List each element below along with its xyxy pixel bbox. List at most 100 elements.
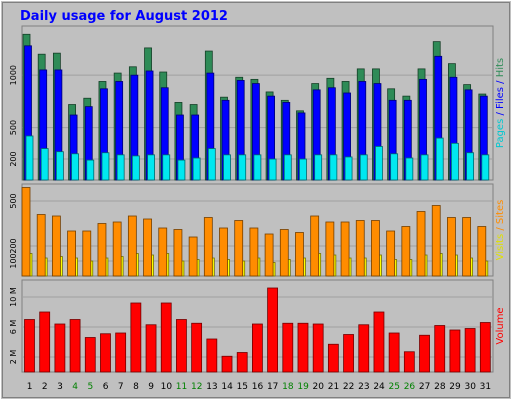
bar-pages-day-27 <box>420 154 429 181</box>
x-tick-label-day-1: 1 <box>27 382 33 392</box>
x-tick-label-day-26: 26 <box>404 382 416 392</box>
bar-sites-day-30 <box>462 217 472 277</box>
bar-volume-day-30 <box>464 328 476 373</box>
bar-pages-day-18 <box>283 154 292 181</box>
x-tick-label-day-4: 4 <box>72 382 78 392</box>
bar-pages-day-23 <box>359 154 368 181</box>
bar-volume-day-15 <box>236 352 248 373</box>
bar-pages-day-11 <box>177 159 186 181</box>
y-tick-label: 500 <box>9 120 18 135</box>
x-tick-label-day-9: 9 <box>148 382 154 392</box>
x-tick-label-day-21: 21 <box>328 382 339 392</box>
bar-sites-day-6 <box>97 223 107 277</box>
bar-sites-day-10 <box>158 227 168 277</box>
bar-pages-day-30 <box>466 152 475 181</box>
bar-sites-day-18 <box>279 229 289 277</box>
bar-volume-day-8 <box>130 302 142 373</box>
bar-volume-day-18 <box>282 322 294 373</box>
bar-volume-day-28 <box>434 325 446 373</box>
x-axis-labels: 1 2 3 4 5 6 7 8 9 10 11 12 13 14 15 16 17 18 19 20 21 22 23 24 2… <box>27 382 491 392</box>
outer-frame-dark <box>2 2 510 398</box>
bar-sites-day-22 <box>340 221 350 277</box>
legend-volume: Volume <box>495 307 506 344</box>
bar-volume-day-9 <box>145 324 157 373</box>
bar-volume-day-16 <box>252 323 263 373</box>
y-tick-label: 6 M <box>9 320 18 335</box>
x-tick-label-day-25: 25 <box>389 382 400 392</box>
bar-sites-day-31 <box>477 226 487 277</box>
y-tick-label: 200 <box>9 151 18 166</box>
bar-volume-day-4 <box>69 319 81 373</box>
x-tick-label-day-23: 23 <box>358 382 369 392</box>
bar-volume-day-1 <box>24 319 35 373</box>
bar-pages-day-10 <box>162 154 171 181</box>
legend-entry: Volume <box>495 307 506 344</box>
bar-pages-day-29 <box>451 142 459 181</box>
legend-entry: Sites <box>495 200 506 224</box>
bar-volume-day-14 <box>221 355 233 373</box>
bar-pages-day-13 <box>207 148 216 181</box>
bar-pages-day-8 <box>131 155 140 181</box>
x-tick-label-day-28: 28 <box>434 382 446 392</box>
y-tick-label: 500 <box>9 193 18 208</box>
bar-sites-day-24 <box>371 220 380 277</box>
bar-pages-day-6 <box>101 152 110 181</box>
bar-sites-day-23 <box>355 220 365 277</box>
bar-pages-day-26 <box>405 157 414 181</box>
y-tick-label: 100 <box>9 253 18 268</box>
bar-sites-day-7 <box>112 221 122 277</box>
bar-pages-day-9 <box>147 154 155 181</box>
bar-sites-day-4 <box>67 230 76 277</box>
x-tick-label-day-16: 16 <box>252 382 264 392</box>
bar-sites-day-14 <box>219 227 228 277</box>
legend-entry: Pages <box>495 119 506 148</box>
bar-sites-day-21 <box>325 221 335 277</box>
x-tick-label-day-2: 2 <box>42 382 48 392</box>
bar-pages-day-31 <box>481 154 490 181</box>
legend-hits-files-pages: Pages / Files / Hits <box>495 58 506 148</box>
y-tick-label: 2 M <box>9 350 18 365</box>
bar-volume-day-22 <box>343 334 354 373</box>
x-tick-label-day-22: 22 <box>343 382 354 392</box>
bar-volume-day-13 <box>206 338 218 373</box>
x-tick-label-day-29: 29 <box>449 382 461 392</box>
bar-sites-day-28 <box>431 205 441 277</box>
bar-sites-day-3 <box>51 215 61 277</box>
bar-sites-day-12 <box>188 236 198 277</box>
bar-sites-day-8 <box>127 215 137 277</box>
x-tick-label-day-31: 31 <box>480 382 491 392</box>
legend-entry: Visits <box>495 234 506 261</box>
bar-sites-day-13 <box>203 217 213 277</box>
bar-sites-day-17 <box>264 233 274 277</box>
bar-pages-day-15 <box>238 154 247 181</box>
x-tick-label-day-15: 15 <box>237 382 248 392</box>
legend-entry: / <box>495 109 506 119</box>
bar-sites-day-27 <box>416 211 426 277</box>
bar-volume-day-6 <box>100 333 111 373</box>
bar-sites-day-25 <box>386 230 396 277</box>
bar-pages-day-19 <box>299 158 307 181</box>
bar-volume-day-2 <box>39 311 51 373</box>
bar-sites-day-15 <box>234 220 244 277</box>
bar-volume-day-21 <box>327 343 339 373</box>
x-tick-label-day-18: 18 <box>282 382 294 392</box>
legend-entry: / <box>495 77 506 87</box>
panel-hits-files-pages: 200 500 1000 Pages / Files / Hits <box>9 25 506 181</box>
x-tick-label-day-30: 30 <box>464 382 476 392</box>
bar-volume-day-27 <box>419 334 430 373</box>
bar-pages-day-25 <box>390 153 399 181</box>
bar-sites-day-20 <box>310 215 320 277</box>
bar-volume-day-26 <box>403 351 415 373</box>
bar-pages-day-22 <box>344 156 353 181</box>
x-tick-label-day-10: 10 <box>161 382 173 392</box>
bar-pages-day-28 <box>435 137 444 181</box>
y-tick-label: 10 M <box>9 287 18 307</box>
x-tick-label-day-27: 27 <box>419 382 430 392</box>
bar-sites-day-2 <box>36 214 46 277</box>
x-tick-label-day-12: 12 <box>191 382 202 392</box>
bar-volume-day-12 <box>191 322 203 373</box>
x-tick-label-day-19: 19 <box>297 382 309 392</box>
